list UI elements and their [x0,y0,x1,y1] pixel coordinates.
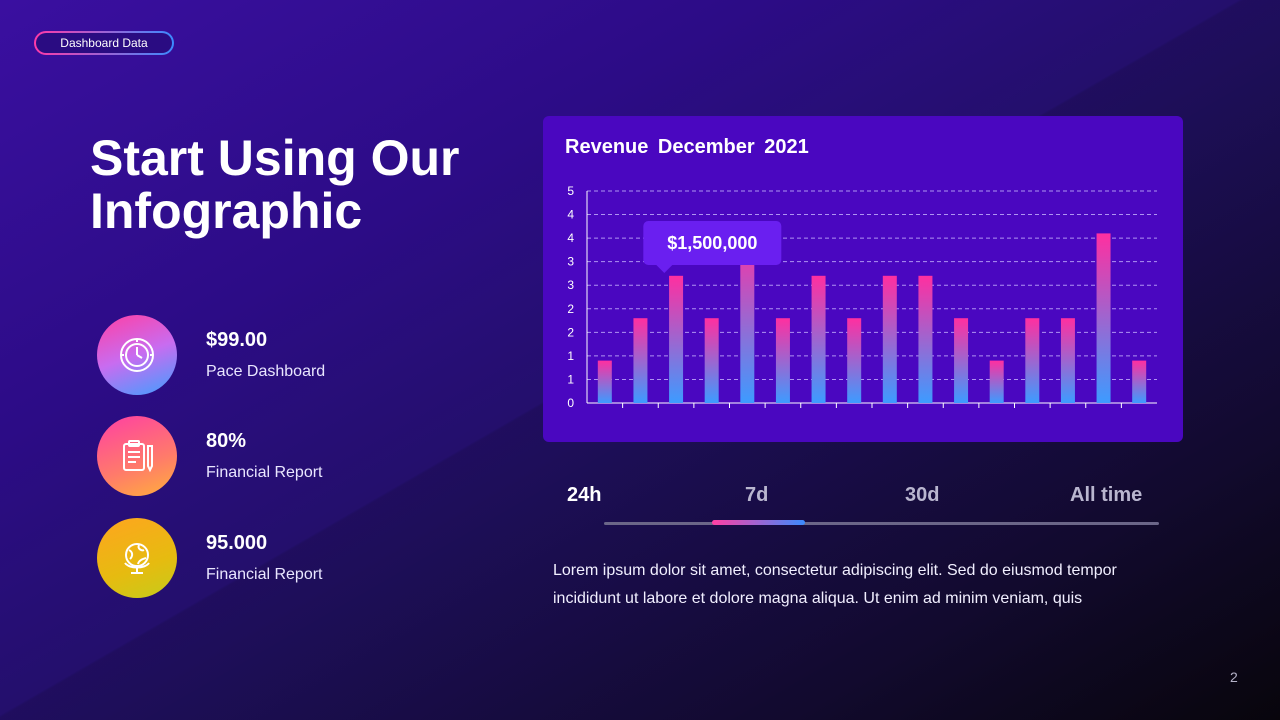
chart-title: Revenue December 2021 [565,136,809,158]
clock-icon [120,338,154,372]
dashboard-data-badge: Dashboard Data [34,31,174,55]
revenue-chart-card: Revenue December 2021 0 1 1 2 2 3 3 4 4 5 $1,500,0… [543,116,1183,442]
bar [1025,318,1040,403]
tab-7d[interactable]: 7d [745,484,769,506]
bar [1132,360,1147,403]
bar [811,275,826,403]
tooltip-value: $1,500,000 [667,233,757,253]
description-text: Lorem ipsum dolor sit amet, consectetur … [553,562,1117,607]
y-tick-label: 1 [567,349,574,363]
stat-icon-circle [97,315,177,395]
y-tick-label: 5 [567,184,574,198]
bar [1060,318,1075,403]
bar [847,318,862,403]
y-tick-label: 4 [567,208,574,222]
bar [918,275,933,403]
stat-icon-circle [97,416,177,496]
tab-slider-track[interactable] [604,522,1159,525]
y-tick-label: 3 [567,255,574,269]
bar [740,233,755,403]
bar [704,318,719,403]
y-tick-label: 4 [567,231,574,245]
bar [597,360,612,403]
stat-label: Pace Dashboard [206,363,326,380]
revenue-bar-chart: 0 1 1 2 2 3 3 4 4 5 $1,500,000 [567,184,1157,410]
tab-24h[interactable]: 24h [567,484,602,506]
stat-value: $99.00 [206,329,268,351]
tab-all-time[interactable]: All time [1070,484,1143,506]
bar [1096,233,1111,403]
globe-icon [124,543,150,574]
stat-label: Financial Report [206,566,323,583]
bar [669,275,684,403]
y-tick-label: 3 [567,278,574,292]
stat-value: 95.000 [206,532,268,554]
page-title: Start Using Our Infographic [90,130,460,239]
clipboard-report-icon [123,440,153,473]
bar [954,318,969,403]
bar [633,318,648,403]
tooltip-pointer [656,265,673,273]
stat-pace-dashboard: $99.00 Pace Dashboard [97,315,417,395]
stat-icon-circle [97,518,177,598]
tab-30d[interactable]: 30d [905,484,940,506]
time-range-tabs: 24h 7d 30d All time [560,484,1160,514]
bar [775,318,790,403]
stat-financial-report-2: 95.000 Financial Report [97,518,417,598]
y-tick-label: 2 [567,302,574,316]
stat-value: 80% [206,430,247,452]
bar [882,275,897,403]
tab-slider-thumb[interactable] [712,520,805,525]
bar [989,360,1004,403]
stat-financial-report-1: 80% Financial Report [97,416,417,496]
page-number: 2 [1230,669,1238,685]
tooltip-box [643,221,782,265]
y-tick-label: 2 [567,325,574,339]
stat-label: Financial Report [206,464,323,481]
y-tick-label: 0 [567,396,574,410]
y-tick-label: 1 [567,372,574,386]
